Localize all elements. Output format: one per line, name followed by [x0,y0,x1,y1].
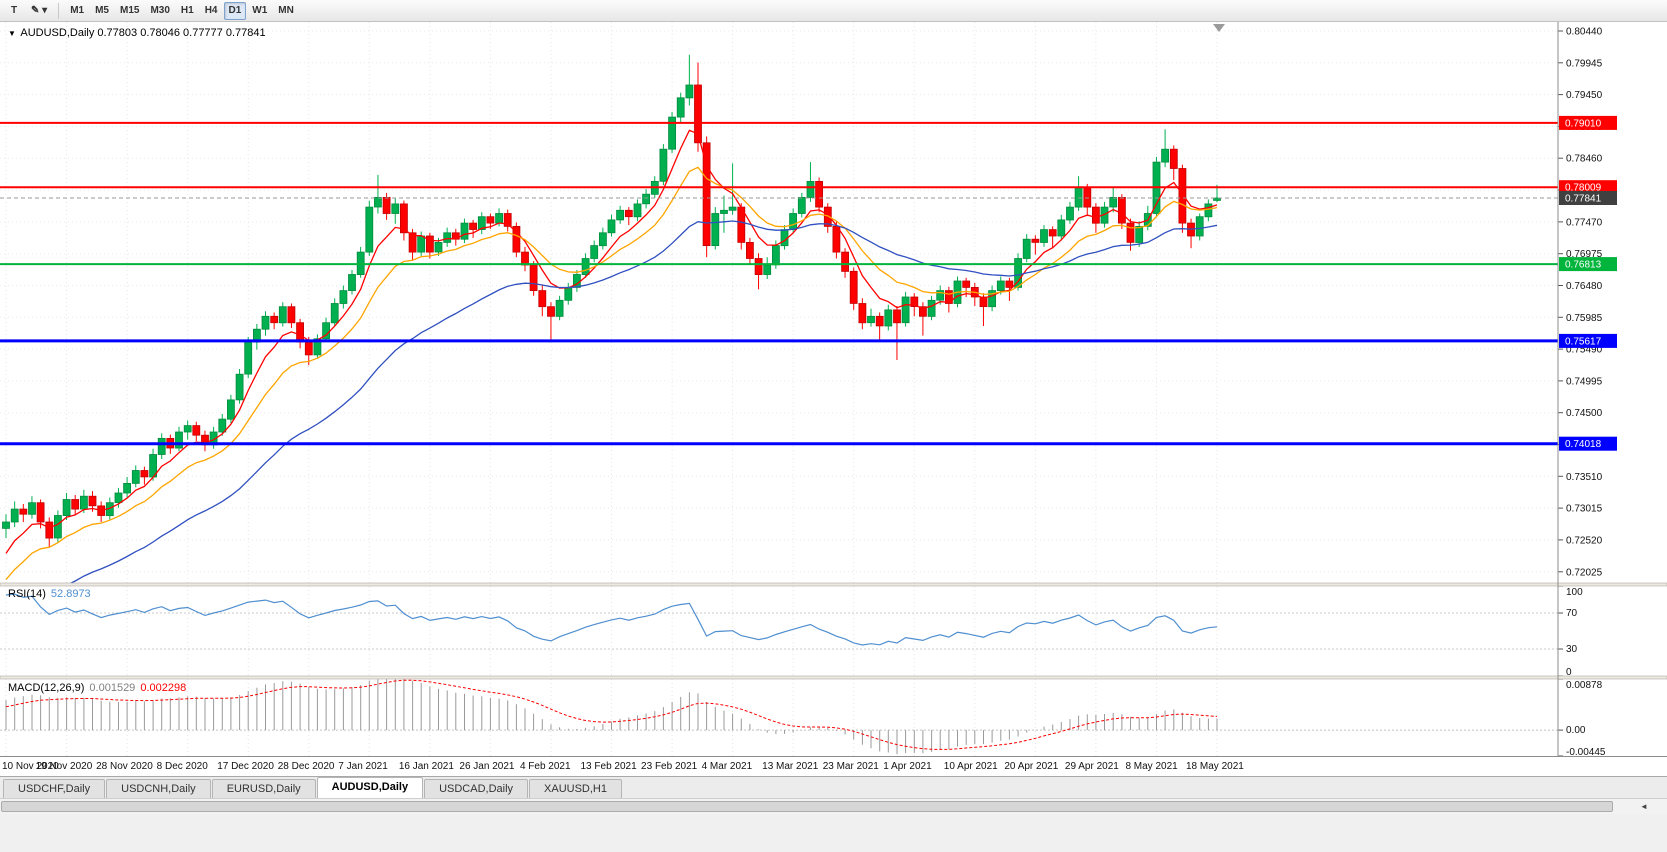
timeframe-button-M30[interactable]: M30 [150,5,170,16]
chart-title-text: AUDUSD,Daily 0.77803 0.78046 0.77777 0.7… [20,27,266,39]
svg-text:0.80440: 0.80440 [1566,27,1603,38]
svg-text:0.76813: 0.76813 [1565,260,1602,271]
svg-text:30: 30 [1566,644,1578,655]
macd-name: MACD(12,26,9) [8,682,85,694]
chart-tabs-bar: USDCHF,Daily USDCNH,Daily EURUSD,Daily AUDU… [0,776,1667,798]
collapse-icon[interactable]: ▼ [8,29,16,38]
time-axis-label: 19 Nov 2020 [35,761,93,772]
chart-tab-USDCAD-Daily[interactable]: USDCAD,Daily [424,779,529,798]
svg-text:0.74995: 0.74995 [1566,376,1603,387]
svg-text:0.79450: 0.79450 [1566,90,1603,101]
svg-text:0.78009: 0.78009 [1565,183,1602,194]
time-axis-label: 10 Apr 2021 [943,761,998,772]
time-axis[interactable]: 10 Nov 2020 19 Nov 2020 28 Nov 2020 8 Dec 2… [0,756,1667,776]
time-axis-label: 4 Mar 2021 [701,761,753,772]
svg-text:0.76975: 0.76975 [1566,249,1603,260]
time-axis-label: 17 Dec 2020 [217,761,274,772]
draw-tool-dropdown-button[interactable]: ✎ ▾ [31,5,48,16]
svg-text:0.00878: 0.00878 [1566,680,1603,691]
time-axis-label: 4 Feb 2021 [519,761,571,772]
svg-text:0.76480: 0.76480 [1566,281,1603,292]
timeframe-button-M1[interactable]: M1 [70,5,85,16]
time-axis-label: 16 Jan 2021 [398,761,454,772]
toolbar: T ✎ ▾ M1 M5 M15 M30 H1 H4 D1 W1 MN [0,0,1667,22]
svg-text:0.77841: 0.77841 [1565,194,1602,205]
svg-text:0.79010: 0.79010 [1565,118,1602,129]
svg-text:70: 70 [1566,608,1578,619]
scrollbar-thumb[interactable] [1,801,1613,812]
svg-text:0.77470: 0.77470 [1566,217,1603,228]
svg-text:0.75985: 0.75985 [1566,313,1603,324]
svg-text:0.72520: 0.72520 [1566,535,1603,546]
time-axis-label: 13 Feb 2021 [580,761,637,772]
timeframe-button-H4[interactable]: H4 [204,5,218,16]
timeframe-button-MN[interactable]: MN [278,5,294,16]
time-axis-label: 7 Jan 2021 [338,761,388,772]
time-axis-label: 13 Mar 2021 [762,761,819,772]
time-axis-label: 28 Nov 2020 [96,761,153,772]
horizontal-scrollbar[interactable]: ◄ [0,798,1667,814]
time-axis-label: 8 Dec 2020 [156,761,208,772]
svg-text:0.73510: 0.73510 [1566,472,1603,483]
svg-text:0.75490: 0.75490 [1566,345,1603,356]
time-axis-label: 28 Dec 2020 [277,761,335,772]
svg-text:0.79945: 0.79945 [1566,58,1603,69]
chart-tab-EURUSD-Daily[interactable]: EURUSD,Daily [211,779,316,798]
timeframe-button-H1[interactable]: H1 [180,5,194,16]
chart-tab-AUDUSD-Daily[interactable]: AUDUSD,Daily [316,777,424,798]
svg-text:-0.00445: -0.00445 [1566,747,1606,756]
scroll-left-button[interactable]: ◄ [1640,802,1648,811]
svg-text:0.72025: 0.72025 [1566,567,1603,578]
chart-area[interactable]: 0.804400.799450.794500.789550.784600.779… [0,22,1667,756]
timeframe-button-M15[interactable]: M15 [120,5,140,16]
macd-main-value: 0.001529 [89,682,136,694]
time-axis-label: 23 Feb 2021 [641,761,698,772]
chart-shift-marker-icon [1213,24,1225,32]
svg-text:0.74018: 0.74018 [1565,439,1602,450]
timeframe-button-D1[interactable]: D1 [223,1,247,20]
timeframe-button-M5[interactable]: M5 [95,5,109,16]
time-axis-label: 29 Apr 2021 [1064,761,1119,772]
time-axis-label: 26 Jan 2021 [459,761,515,772]
chart-tab-XAUUSD-H1[interactable]: XAUUSD,H1 [529,779,622,798]
svg-text:0.74500: 0.74500 [1566,408,1603,419]
time-axis-label: 18 May 2021 [1186,761,1244,772]
timeframe-button-W1[interactable]: W1 [252,5,268,16]
time-axis-label: 10 Nov 2020 [2,761,59,772]
chart-ohlc-header: ▼ AUDUSD,Daily 0.77803 0.78046 0.77777 0… [8,27,271,39]
svg-text:0.73015: 0.73015 [1566,504,1603,515]
svg-text:0: 0 [1566,667,1572,678]
rsi-name: RSI(14) [8,588,46,600]
time-axis-label: 1 Apr 2021 [883,761,932,772]
chart-tab-USDCNH-Daily[interactable]: USDCNH,Daily [106,779,211,798]
bottom-filler [0,814,1667,852]
svg-text:0.00: 0.00 [1566,725,1586,736]
time-axis-label: 20 Apr 2021 [1004,761,1059,772]
rsi-value: 52.8973 [50,588,91,600]
chart-tool-button[interactable]: T [10,5,18,16]
macd-signal-value: 0.002298 [140,682,187,694]
time-axis-label: 8 May 2021 [1125,761,1178,772]
time-axis-label: 23 Mar 2021 [822,761,879,772]
svg-text:0.78460: 0.78460 [1566,154,1603,165]
macd-indicator-label: MACD(12,26,9) 0.001529 0.002298 [8,682,191,694]
rsi-indicator-label: RSI(14) 52.8973 [8,588,96,600]
chart-canvas[interactable]: 0.804400.799450.794500.789550.784600.779… [0,22,1667,756]
svg-text:100: 100 [1566,587,1583,598]
chart-tab-USDCHF-Daily[interactable]: USDCHF,Daily [3,779,106,798]
svg-text:0.75617: 0.75617 [1565,336,1602,347]
toolbar-separator [58,2,60,19]
